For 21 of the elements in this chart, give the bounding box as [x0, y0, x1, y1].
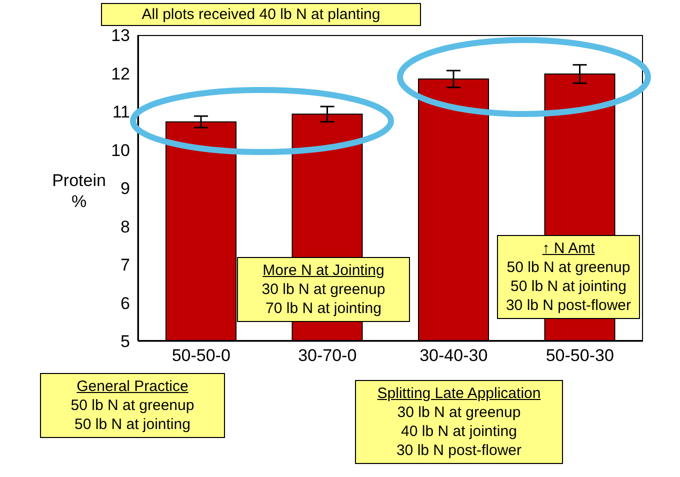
- y-tick-label: 5: [120, 332, 130, 352]
- note-box: ↑ N Amt 50 lb N at greenup 50 lb N at jointing 30 lb N post-flower: [497, 235, 640, 319]
- y-axis-title: Protein %: [51, 170, 107, 212]
- y-tick-label: 11: [112, 102, 130, 122]
- y-tick-label: 9: [120, 179, 130, 198]
- y-tick-label: 10: [111, 140, 130, 160]
- annotation: ↑ N Amt 50 lb N at greenup 50 lb N at jointing 30 lb N post-flower: [504, 239, 632, 315]
- note-box: More N at Jointing 30 lb N at greenup 70 lb N at jointing: [237, 257, 410, 322]
- x-tick-label: 50-50-30: [546, 346, 614, 366]
- y-tick-label: 8: [120, 217, 130, 236]
- y-tick-label: 7: [120, 256, 130, 275]
- y-tick-label: 6: [120, 294, 130, 313]
- x-tick-label: 30-40-30: [420, 346, 488, 366]
- x-tick-label: 30-70-0: [298, 346, 357, 366]
- note-box: General Practice 50 lb N at greenup 50 lb N at jointing: [40, 373, 225, 438]
- x-tick-label: 50-50-0: [172, 346, 230, 366]
- note-box: Splitting Late Application 30 lb N at greenup 40 lb N at jointing 30 lb N post-flower: [355, 380, 563, 464]
- y-tick-label: 12: [111, 64, 130, 84]
- annotation: More N at Jointing 30 lb N at greenup 70 lb N at jointing: [260, 261, 386, 318]
- y-tick-label: 13: [111, 26, 130, 46]
- note-box: All plots received 40 lb N at planting: [101, 3, 421, 26]
